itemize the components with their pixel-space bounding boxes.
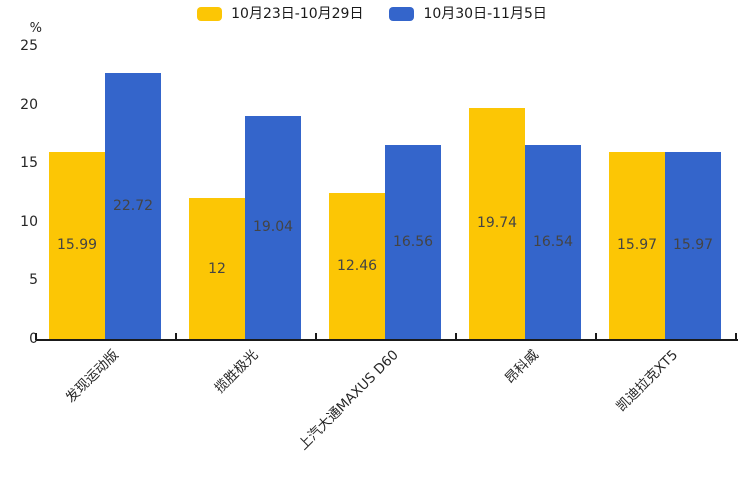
bar-value-label: 15.97 bbox=[616, 237, 658, 254]
bar-value-label: 22.72 bbox=[112, 197, 154, 214]
bar-week2-3 bbox=[525, 145, 581, 339]
y-tick-label-10: 10 bbox=[20, 213, 38, 230]
legend-label-week1: 10月23日-10月29日 bbox=[231, 6, 364, 22]
bar-value-label: 19.04 bbox=[252, 219, 294, 236]
y-axis-unit-label: % bbox=[29, 21, 42, 36]
x-axis-tick bbox=[35, 333, 37, 340]
legend-swatch-week1-icon bbox=[197, 7, 223, 21]
x-category-label-1: 揽胜极光 bbox=[211, 347, 262, 397]
x-axis-tick bbox=[315, 333, 317, 340]
y-tick-label-15: 15 bbox=[20, 155, 38, 172]
bar-week2-2 bbox=[385, 144, 441, 339]
bar-value-label: 16.54 bbox=[532, 234, 574, 251]
bar-week1-4 bbox=[609, 151, 665, 339]
bar-value-label: 12.46 bbox=[336, 257, 378, 274]
legend-swatch-week2-icon bbox=[389, 7, 415, 21]
bar-value-label: 15.99 bbox=[56, 237, 98, 254]
x-axis-tick bbox=[735, 333, 737, 340]
bar-week2-4 bbox=[665, 151, 721, 339]
bar-week1-2 bbox=[329, 192, 385, 339]
x-axis-line bbox=[36, 339, 738, 341]
bar-week1-0 bbox=[49, 151, 105, 339]
bar-value-label: 12 bbox=[208, 260, 226, 277]
x-axis-tick bbox=[175, 333, 177, 340]
bar-week2-1 bbox=[245, 115, 301, 339]
x-category-label-2: 上汽大通MAXUS D60 bbox=[294, 347, 402, 454]
bar-week2-0 bbox=[105, 72, 161, 339]
y-tick-label-25: 25 bbox=[20, 38, 38, 54]
legend-label-week2: 10月30日-11月5日 bbox=[423, 6, 547, 22]
bar-week1-1 bbox=[189, 198, 245, 339]
legend: 10月23日-10月29日 10月30日-11月5日 bbox=[0, 5, 744, 23]
x-axis-tick bbox=[455, 333, 457, 340]
x-axis-tick bbox=[595, 333, 597, 340]
x-category-label-4: 凯迪拉克XT5 bbox=[613, 347, 682, 415]
x-category-label-0: 发现运动版 bbox=[62, 347, 122, 407]
legend-item-week1: 10月23日-10月29日 bbox=[197, 5, 363, 23]
y-tick-label-5: 5 bbox=[29, 272, 38, 289]
x-category-label-3: 昂科威 bbox=[501, 347, 542, 387]
bar-value-label: 15.97 bbox=[672, 237, 714, 254]
bar-value-label: 16.56 bbox=[392, 233, 434, 250]
y-tick-label-0: 0 bbox=[29, 331, 38, 347]
bar-value-label: 19.74 bbox=[476, 215, 518, 232]
bar-week1-3 bbox=[469, 107, 525, 339]
legend-item-week2: 10月30日-11月5日 bbox=[389, 5, 547, 23]
y-tick-label-20: 20 bbox=[20, 96, 38, 113]
